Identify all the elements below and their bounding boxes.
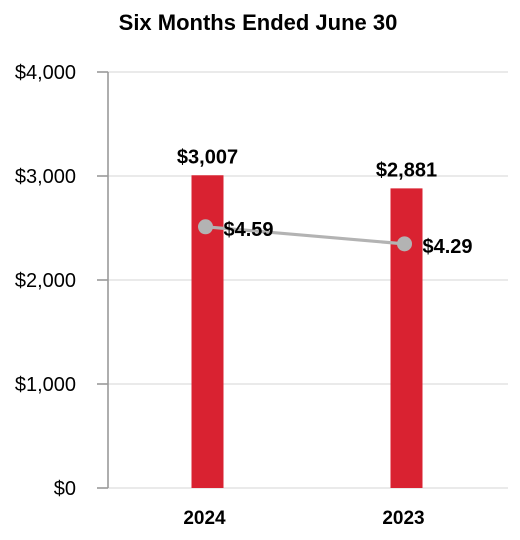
y-tick-label: $0 — [54, 478, 76, 500]
x-axis-ticks: 2024 2023 — [183, 508, 424, 529]
eps-value-label: $4.59 — [224, 219, 274, 241]
y-tick-label: $1,000 — [15, 374, 76, 396]
bar-value-label: $2,881 — [376, 159, 437, 181]
eps-point — [198, 219, 213, 235]
y-tick-label: $4,000 — [15, 62, 76, 84]
x-tick-label: 2023 — [382, 508, 424, 529]
x-tick-label: 2024 — [183, 508, 226, 529]
eps-point — [397, 236, 412, 252]
y-tick-label: $3,000 — [15, 166, 76, 188]
bar-value-label: $3,007 — [177, 146, 238, 168]
eps-line-series: $4.59 $4.29 — [198, 219, 473, 258]
chart-title: Six Months Ended June 30 — [119, 10, 398, 35]
y-tick-label: $2,000 — [15, 270, 76, 292]
y-axis-ticks: $0 $1,000 $2,000 $3,000 $4,000 — [15, 62, 108, 500]
bar-labels: $3,007 $2,881 — [177, 146, 437, 181]
bar-2023 — [390, 188, 423, 488]
gridlines — [108, 71, 508, 489]
eps-line — [205, 225, 405, 246]
eps-value-label: $4.29 — [423, 236, 473, 258]
